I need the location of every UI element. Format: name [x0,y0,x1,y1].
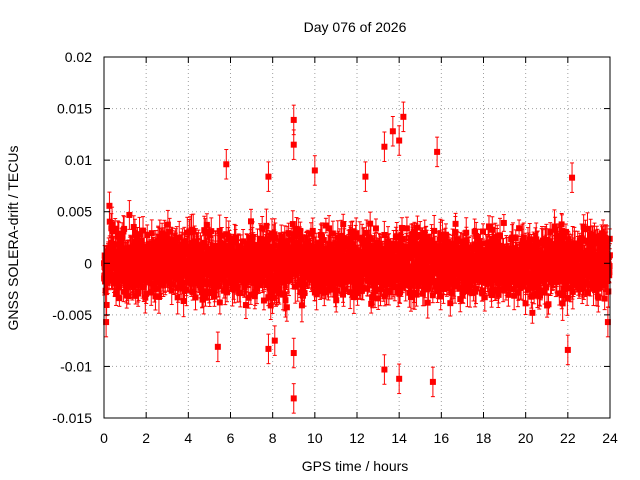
data-point [290,129,297,160]
x-tick-label: 2 [142,430,150,446]
data-point [265,333,272,365]
data-point [381,354,388,385]
x-tick-label: 20 [518,430,534,446]
data-point [126,200,133,230]
x-tick-label: 24 [602,430,618,446]
data-point [434,136,441,168]
data-point [290,383,297,414]
x-tick-label: 4 [184,430,192,446]
data-point [396,363,403,395]
data-point [564,334,571,366]
y-tick-label: -0.015 [52,410,92,426]
x-tick-label: 0 [100,430,108,446]
y-tick-label: 0 [84,255,92,271]
data-point [545,293,552,315]
y-tick-label: 0.005 [57,204,92,220]
data-point [381,131,388,162]
data-point [362,161,369,192]
data-point [429,366,436,398]
y-tick-label: 0.01 [65,152,92,168]
data-point [216,290,223,315]
chart-title: Day 076 of 2026 [304,19,407,35]
data-point [396,125,403,156]
data-point [271,325,278,356]
y-tick-label: 0.015 [57,101,92,117]
y-axis-label: GNSS SOLERA-drift / TECUs [5,146,21,331]
y-tick-label: 0.02 [65,49,92,65]
data-point [485,215,492,238]
data-point [569,162,576,193]
data-point [103,293,110,317]
x-tick-label: 10 [307,430,323,446]
data-point [214,331,221,363]
x-tick-label: 14 [391,430,407,446]
x-tick-label: 16 [434,430,450,446]
x-tick-label: 6 [227,430,235,446]
x-tick-label: 8 [269,430,277,446]
y-tick-label: -0.005 [52,307,92,323]
y-tick-label: -0.01 [60,358,92,374]
x-tick-label: 22 [560,430,576,446]
data-point [389,116,396,147]
data-point [480,223,487,240]
data-point [529,301,536,324]
data-point [290,337,297,369]
x-tick-label: 12 [349,430,365,446]
data-point [265,161,272,192]
x-axis-label: GPS time / hours [302,458,409,474]
data-point [400,101,407,133]
data-point [516,219,523,237]
data-point [223,149,230,180]
data-point [500,214,507,232]
x-tick-label: 18 [476,430,492,446]
data-point [143,283,150,304]
data-series [101,101,613,414]
